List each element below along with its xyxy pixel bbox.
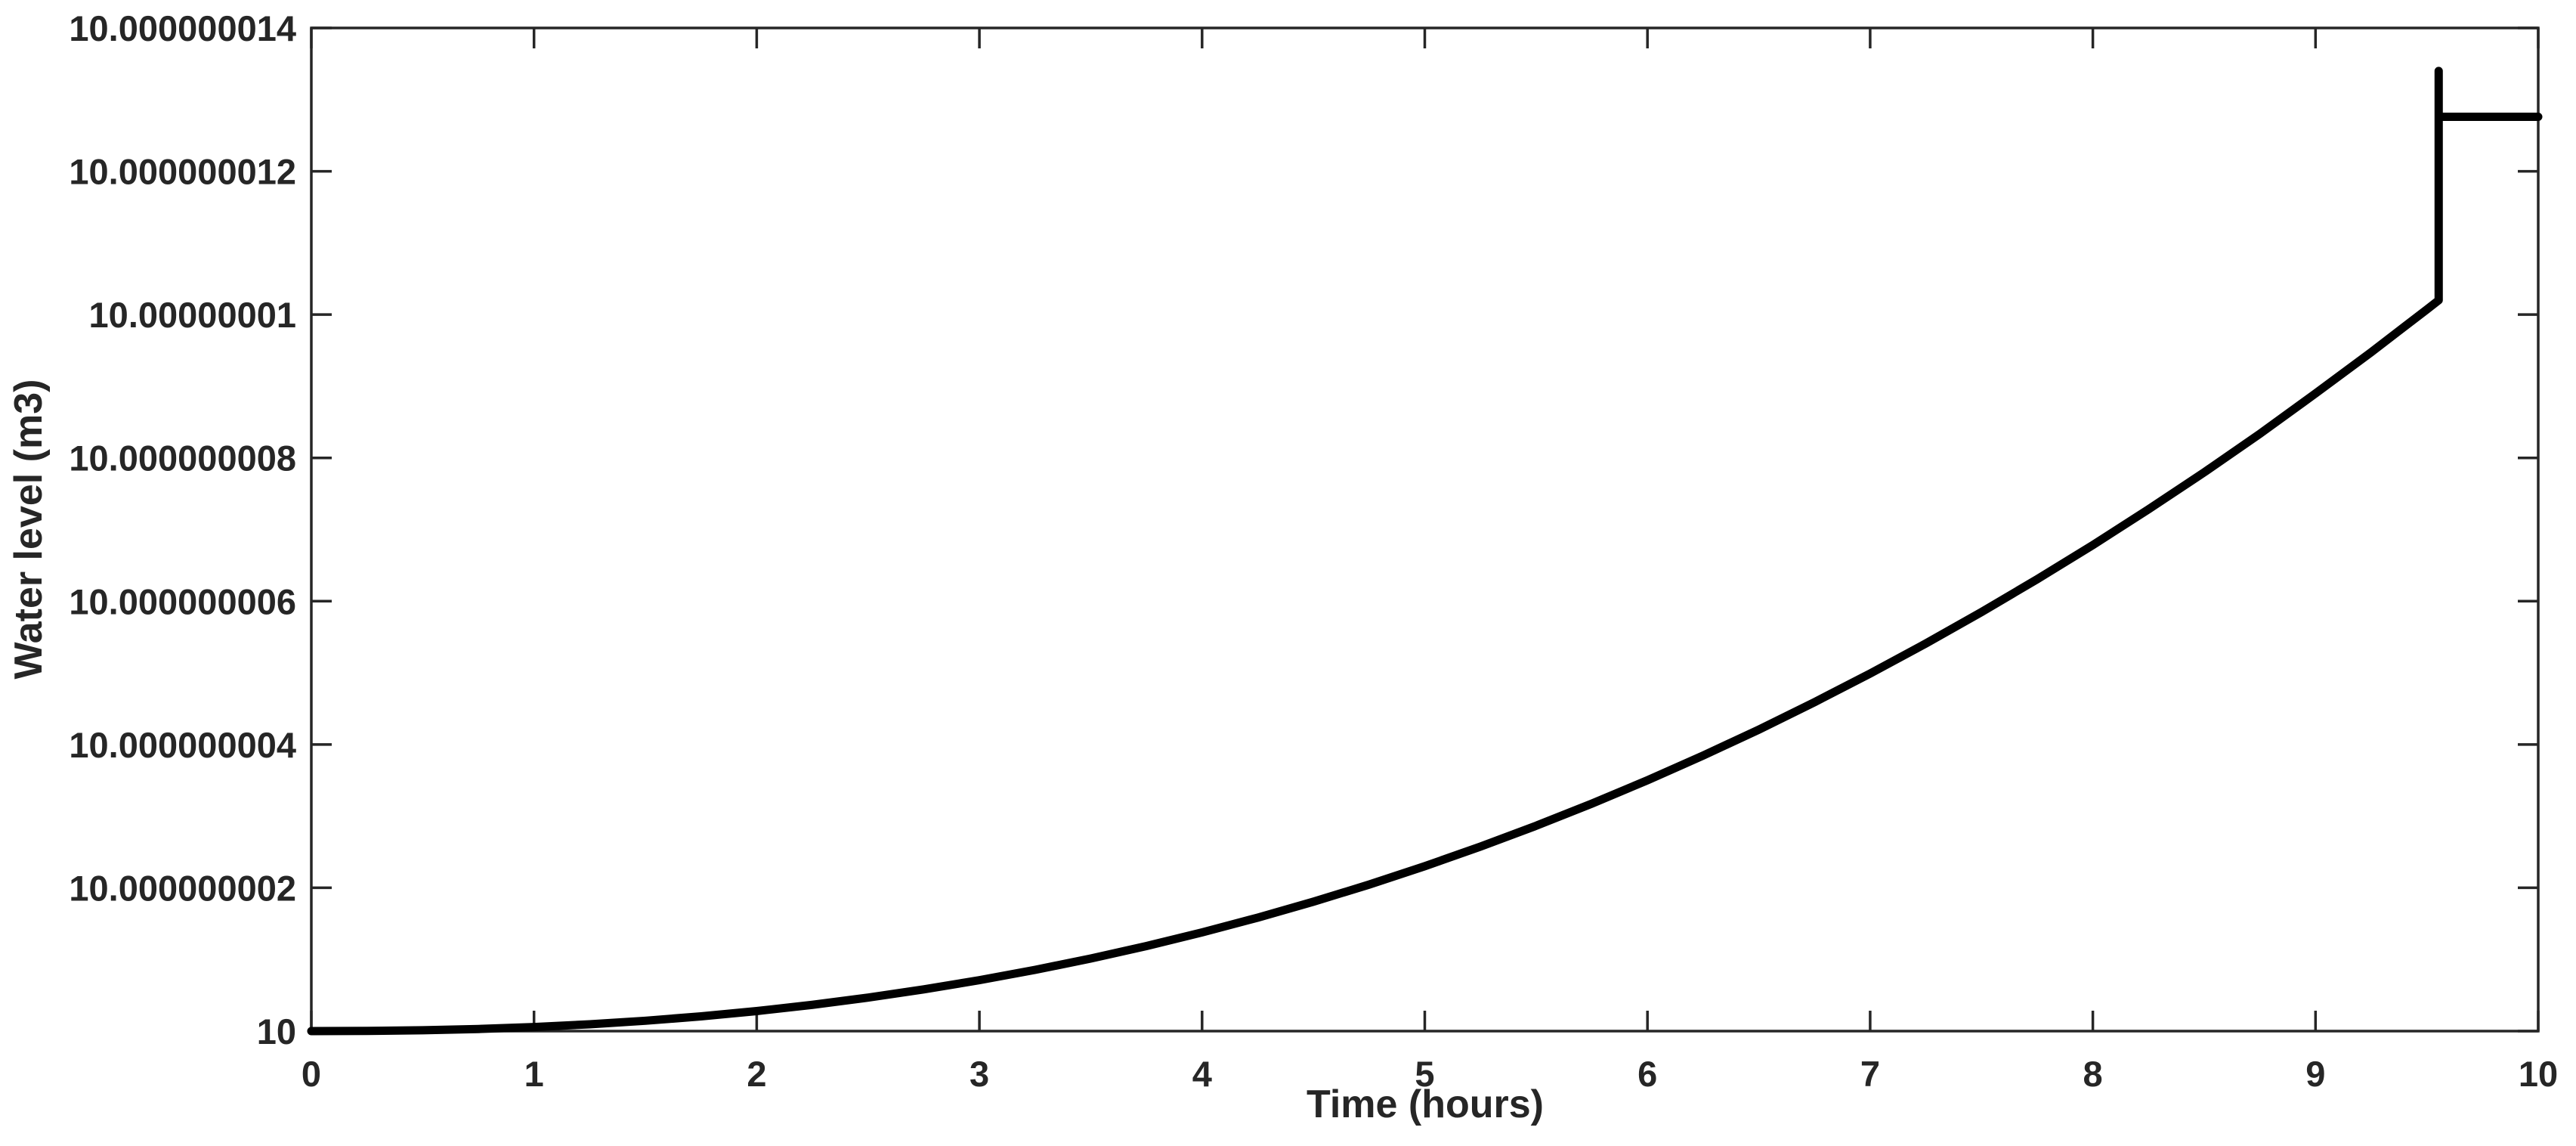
water-level-series-line [307,67,2543,1036]
plot-area: 0 1 2 3 4 5 6 7 8 9 10 10 10.000000002 10.000000004 10… [69,8,2558,1094]
x-axis-label: Time (hours) [1307,1083,1544,1126]
plot-box [310,26,2540,1033]
y-tick-label: 10.000000006 [69,581,296,621]
x-tick-label: 6 [1637,1054,1657,1094]
x-tick-label: 3 [969,1054,989,1094]
x-tick-label: 0 [302,1054,321,1094]
y-tick-label: 10 [257,1011,296,1052]
y-tick-label: 10.00000001 [89,295,296,335]
x-tick-label: 9 [2305,1054,2325,1094]
x-tick-label: 10 [2519,1054,2558,1094]
x-tick-label: 5 [1415,1054,1434,1094]
x-tick-label: 4 [1192,1054,1212,1094]
y-tick-label: 10.000000004 [69,725,296,765]
x-tick-label: 2 [747,1054,766,1094]
y-tick-label: 10.000000002 [69,868,296,908]
y-axis-label: Water level (m3) [7,379,51,680]
y-tick-label: 10.000000008 [69,438,296,479]
y-tick-label: 10.000000014 [69,8,296,48]
x-tick-label: 7 [1860,1054,1880,1094]
y-tick-label: 10.000000012 [69,152,296,192]
x-tick-label: 8 [2083,1054,2103,1094]
x-tick-label: 1 [524,1054,544,1094]
